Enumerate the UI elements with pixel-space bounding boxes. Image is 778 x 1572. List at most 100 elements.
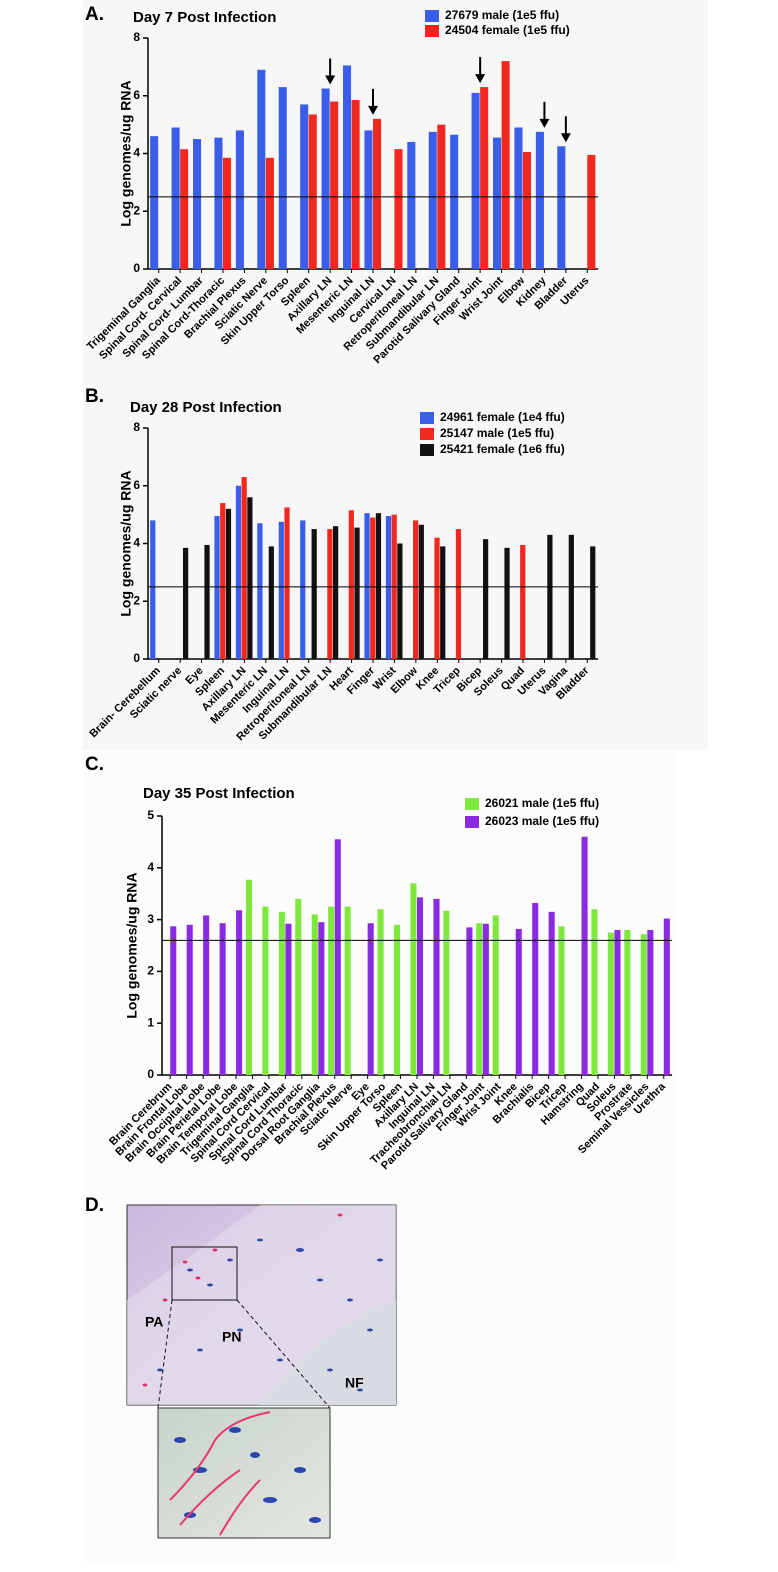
bar [410,883,417,1075]
bar [278,521,284,659]
bar [385,516,392,659]
bar [504,547,510,659]
bar [514,127,523,269]
bar [328,906,335,1075]
arrow-head [368,105,378,115]
bar [433,898,440,1075]
bar [343,65,352,270]
y-tick-label: 5 [147,808,154,822]
bar [476,923,483,1075]
legend-swatch [465,798,479,810]
legend-swatch [465,816,479,828]
bar [327,529,333,659]
legend-label: 24961 female (1e4 ffu) [440,410,565,424]
bar [434,537,440,659]
bar [235,485,242,659]
arrow [475,57,486,84]
bar [214,137,223,269]
bar [170,926,177,1075]
bar [180,149,189,269]
arrow-head [325,75,336,85]
legend-label: 26023 male (1e5 ffu) [485,814,599,828]
bar [370,517,376,659]
bar [397,543,403,659]
bar [520,544,526,659]
bar [311,529,317,659]
bar [547,534,553,659]
nuclei [157,1238,383,1392]
bar [295,898,302,1075]
bar [321,88,330,269]
bar [257,69,266,269]
region-label: PN [222,1329,241,1345]
y-tick-label: 4 [133,536,140,550]
arrow [560,116,571,143]
bar [624,929,631,1075]
tissue-region [260,1300,396,1405]
bar [393,924,401,1075]
bar [311,914,318,1075]
panel-label: A. [85,4,104,25]
bar [257,523,263,659]
bar [308,114,317,269]
y-tick-label: 0 [147,1067,154,1081]
bar [515,928,522,1075]
bar [471,92,480,269]
legend-swatch [425,25,439,37]
bar [203,915,210,1075]
bar [245,879,252,1075]
bar [367,923,374,1075]
bar [483,539,489,659]
y-tick-label: 3 [147,912,154,926]
bar [186,924,193,1075]
bar [354,527,360,659]
bar [568,534,574,659]
bar [501,61,510,269]
bar [407,141,416,269]
bar [268,546,274,659]
bar [417,897,424,1075]
bar [591,909,598,1075]
legend-swatch [420,444,434,456]
bar [614,929,621,1075]
bar [394,149,403,269]
bar [214,516,220,659]
bar [364,513,370,659]
bar [440,546,446,659]
y-axis-label: Log genomes/ug RNA [124,872,140,1018]
bar [532,903,539,1075]
bar [330,101,339,270]
bar [523,152,532,269]
chart-title: Day 35 Post Infection [143,785,295,802]
arrow-head [475,74,486,84]
bar [413,520,419,659]
bar [284,507,290,659]
bar [235,130,244,269]
arrow [325,58,336,85]
stain [142,1213,343,1387]
bar [558,926,565,1075]
inset-image [157,1407,331,1539]
legend-swatch [420,428,434,440]
y-axis-label: Log genomes/ug RNA [118,80,134,226]
zoom-box [171,1246,238,1301]
y-tick-label: 2 [147,964,154,978]
bar [548,911,555,1075]
bar [373,118,382,269]
stain [169,1411,271,1536]
legend-label: 25147 male (1e5 ffu) [440,426,554,440]
bar [535,131,544,269]
bar [640,934,647,1075]
bar [418,524,424,659]
y-axis-label: Log genomes/ug RNA [118,470,134,616]
bar [278,87,287,270]
bar [318,922,325,1075]
bar [150,520,156,659]
y-tick-label: 6 [133,88,140,102]
bar [455,529,462,659]
bar [450,134,459,269]
y-tick-label: 0 [133,651,140,665]
legend-swatch [425,10,439,22]
panel-label: C. [85,754,104,775]
bar [219,923,226,1075]
